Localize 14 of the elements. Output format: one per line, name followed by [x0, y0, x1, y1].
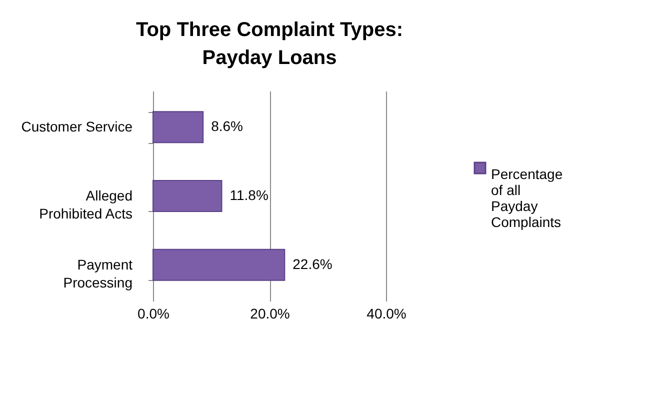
chart-title: Top Three Complaint Types: Payday Loans	[136, 19, 404, 69]
x-tick-label: 40.0%	[366, 306, 406, 322]
data-label: 8.6%	[211, 118, 244, 134]
y-tick-label: Alleged Prohibited Acts	[39, 188, 132, 222]
data-label: 22.6%	[292, 256, 332, 272]
y-tick-label: Payment Processing	[63, 256, 133, 290]
x-tick-label: 0.0%	[138, 306, 170, 322]
bar	[152, 180, 222, 212]
legend-label: Percentage of all Payday Complaints	[491, 166, 563, 230]
bar	[152, 248, 286, 281]
x-tick-label: 20.0%	[250, 306, 290, 322]
data-label: 11.8%	[230, 187, 268, 203]
y-tick-label: Customer Service	[21, 118, 133, 135]
bar	[152, 111, 204, 144]
